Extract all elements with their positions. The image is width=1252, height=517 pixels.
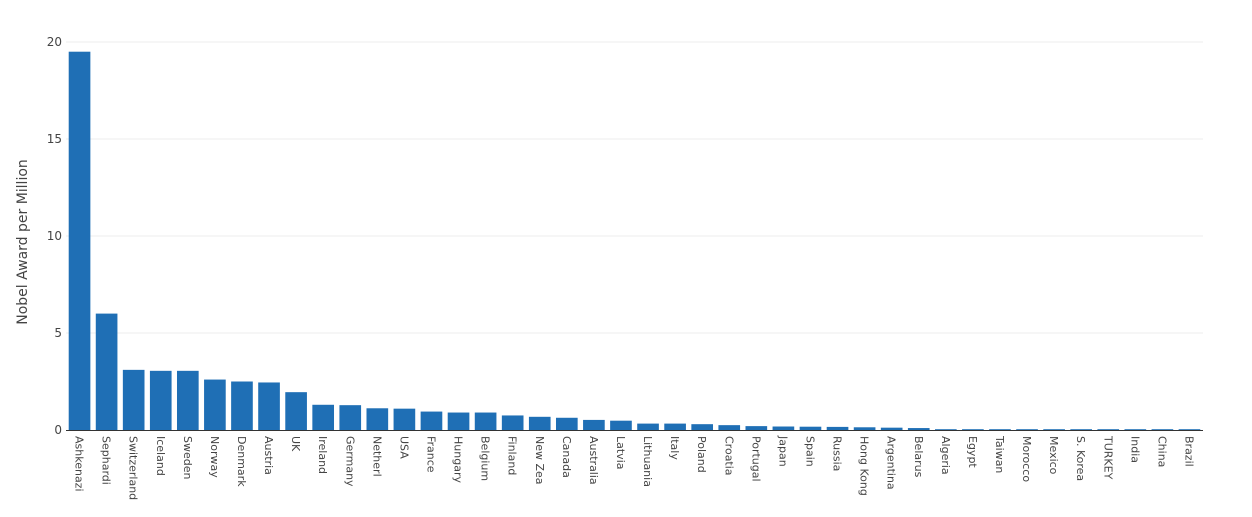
- bar-sephardi[interactable]: [95, 313, 118, 430]
- bar-finland[interactable]: [501, 415, 524, 430]
- x-tick-label: Lithuania: [641, 436, 654, 487]
- x-tick-label: Ashkenazi: [73, 436, 86, 492]
- x-tick-label: Germany: [343, 436, 356, 487]
- x-tick-label: Hungary: [452, 436, 465, 483]
- bar-turkey[interactable]: [1097, 429, 1120, 430]
- x-tick-label: Algeria: [939, 436, 952, 475]
- x-tick-label: Argentina: [885, 436, 898, 490]
- bar-hungary[interactable]: [447, 412, 470, 430]
- bar-morocco[interactable]: [1016, 429, 1038, 430]
- bar-croatia[interactable]: [718, 425, 741, 430]
- bar-spain[interactable]: [799, 426, 822, 430]
- x-tick-label: Australia: [587, 436, 600, 485]
- x-tick-label: Norway: [208, 436, 221, 478]
- y-tick-label: 15: [47, 132, 62, 146]
- x-tick-label: Croatia: [722, 436, 735, 476]
- bar-austria[interactable]: [258, 382, 280, 430]
- x-tick-label: Ireland: [316, 436, 329, 474]
- bar-japan[interactable]: [772, 426, 795, 430]
- x-tick-label: Switzerland: [127, 436, 140, 500]
- x-tick-label: Brazil: [1182, 436, 1195, 467]
- x-axis-ticks: Ashkenazi Sephardi Switzerland Iceland Swede…: [73, 435, 1196, 500]
- x-tick-label: Taiwan: [993, 435, 1006, 473]
- bar-australia[interactable]: [583, 419, 605, 430]
- x-tick-label: Spain: [803, 436, 816, 467]
- x-tick-label: Sweden: [181, 436, 194, 479]
- bar-taiwan[interactable]: [989, 429, 1011, 430]
- bar-italy[interactable]: [664, 423, 686, 430]
- x-tick-label: Morocco: [1020, 436, 1033, 482]
- bar-netherl[interactable]: [366, 408, 389, 430]
- bar-latvia[interactable]: [610, 420, 632, 430]
- x-tick-label: Finland: [506, 436, 519, 475]
- x-tick-label: New Zea: [533, 436, 546, 485]
- bar-ireland[interactable]: [312, 404, 335, 430]
- x-tick-label: France: [424, 436, 437, 473]
- x-tick-label: India: [1128, 436, 1141, 463]
- bar-lithuania[interactable]: [637, 423, 659, 430]
- y-tick-label: 0: [54, 423, 62, 437]
- x-tick-label: Denmark: [235, 436, 248, 487]
- x-tick-label: Netherl: [370, 436, 383, 477]
- bar-canada[interactable]: [555, 417, 578, 430]
- x-tick-label: Russia: [831, 436, 844, 471]
- bar-ashkenazi[interactable]: [68, 51, 91, 430]
- x-tick-label: Egypt: [966, 436, 979, 468]
- bar-denmark[interactable]: [231, 381, 253, 431]
- x-tick-label: USA: [397, 436, 410, 459]
- x-tick-label: Sephardi: [100, 436, 113, 485]
- bar-russia[interactable]: [826, 426, 849, 430]
- bar-algeria[interactable]: [934, 429, 957, 430]
- bar-france[interactable]: [420, 411, 443, 430]
- x-tick-label: Mexico: [1047, 436, 1060, 475]
- bar-norway[interactable]: [204, 379, 226, 430]
- x-tick-label: UK: [289, 436, 302, 452]
- bar-brazil[interactable]: [1178, 429, 1201, 430]
- bar-china[interactable]: [1151, 429, 1174, 430]
- bar-switzerland[interactable]: [122, 369, 145, 430]
- bar-uk[interactable]: [285, 392, 307, 430]
- bar-usa[interactable]: [393, 408, 416, 430]
- x-tick-label: Poland: [695, 436, 708, 473]
- y-axis-label: Nobel Award per Million: [15, 159, 31, 325]
- x-tick-label: Japan: [776, 435, 789, 467]
- bar-belarus[interactable]: [907, 428, 930, 430]
- x-tick-label: China: [1155, 436, 1168, 467]
- y-tick-label: 5: [54, 326, 62, 340]
- bar-new-zea[interactable]: [528, 416, 551, 430]
- x-tick-label: Italy: [668, 436, 681, 460]
- bar-hong-kong[interactable]: [853, 427, 876, 430]
- x-tick-label: Canada: [560, 436, 573, 478]
- bar-mexico[interactable]: [1043, 429, 1065, 430]
- y-axis-ticks: 0 5 10 15 20: [47, 35, 62, 437]
- bar-india[interactable]: [1124, 429, 1147, 430]
- bar-sweden[interactable]: [176, 370, 199, 430]
- x-tick-label: Belarus: [912, 436, 925, 478]
- x-tick-label: TURKEY: [1101, 435, 1114, 480]
- y-tick-label: 10: [47, 229, 62, 243]
- bar-iceland[interactable]: [149, 370, 172, 430]
- bars: [68, 51, 1201, 431]
- gridlines: [66, 41, 1203, 334]
- y-tick-label: 20: [47, 35, 62, 49]
- bar-belgium[interactable]: [474, 412, 497, 430]
- x-tick-label: S. Korea: [1074, 436, 1087, 481]
- bar-portugal[interactable]: [745, 426, 768, 430]
- x-tick-label: Iceland: [154, 436, 167, 476]
- bar-s-korea[interactable]: [1070, 429, 1093, 430]
- bar-egypt[interactable]: [962, 429, 984, 430]
- bar-argentina[interactable]: [880, 427, 903, 430]
- x-tick-label: Austria: [262, 436, 275, 475]
- x-tick-label: Portugal: [749, 436, 762, 482]
- bar-poland[interactable]: [691, 424, 714, 430]
- x-tick-label: Belgium: [479, 436, 492, 481]
- x-tick-label: Latvia: [614, 436, 627, 470]
- x-tick-label: Hong Kong: [858, 436, 871, 496]
- bar-germany[interactable]: [339, 405, 362, 430]
